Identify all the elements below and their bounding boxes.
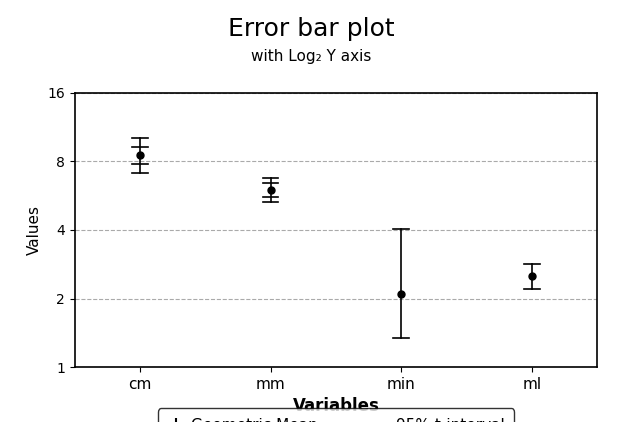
Y-axis label: Values: Values bbox=[27, 205, 42, 255]
Text: with Log₂ Y axis: with Log₂ Y axis bbox=[251, 49, 371, 64]
X-axis label: Variables: Variables bbox=[292, 398, 379, 415]
Text: Error bar plot: Error bar plot bbox=[228, 17, 394, 41]
Legend: Geometric Mean, 95% t-interval: Geometric Mean, 95% t-interval bbox=[158, 408, 514, 422]
